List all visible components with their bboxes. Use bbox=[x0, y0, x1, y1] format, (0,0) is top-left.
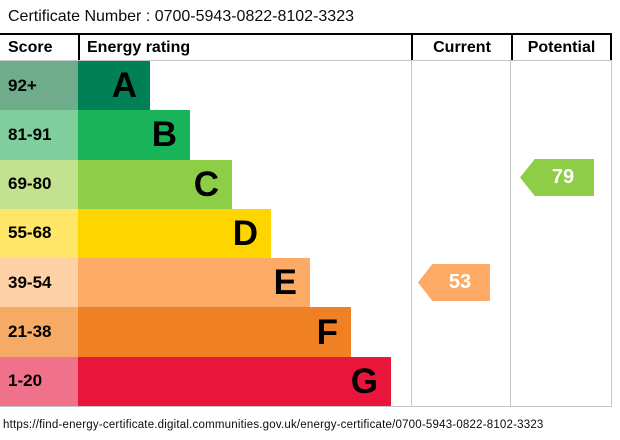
current-rating-arrow-icon: 53 bbox=[418, 264, 490, 301]
band-bar-g: G bbox=[78, 356, 391, 406]
score-range-c: 69-80 bbox=[0, 159, 78, 209]
band-row-e: 39-54 E bbox=[0, 258, 411, 308]
header-potential: Potential bbox=[511, 35, 612, 60]
potential-column bbox=[511, 61, 612, 406]
band-bar-d: D bbox=[78, 208, 271, 259]
certificate-url: https://find-energy-certificate.digital.… bbox=[3, 419, 544, 431]
band-row-a: 92+ A bbox=[0, 61, 411, 111]
score-range-e: 39-54 bbox=[0, 258, 78, 308]
rating-bands: 92+ A 81-91 B 69-80 C 55-68 D 39-54 E bbox=[0, 61, 411, 406]
band-bar-c: C bbox=[78, 159, 232, 209]
table-header-row: Score Energy rating Current Potential bbox=[0, 33, 612, 61]
header-energy-rating: Energy rating bbox=[78, 35, 411, 60]
band-bar-a: A bbox=[78, 61, 150, 111]
band-bar-e: E bbox=[78, 258, 310, 308]
band-bar-f: F bbox=[78, 307, 351, 357]
certificate-number: Certificate Number : 0700-5943-0822-8102… bbox=[8, 8, 354, 25]
score-range-b: 81-91 bbox=[0, 110, 78, 160]
band-row-b: 81-91 B bbox=[0, 110, 411, 160]
score-range-a: 92+ bbox=[0, 61, 78, 111]
current-column bbox=[411, 61, 511, 406]
score-range-f: 21-38 bbox=[0, 307, 78, 357]
rating-chart: 92+ A 81-91 B 69-80 C 55-68 D 39-54 E bbox=[0, 61, 612, 407]
score-range-g: 1-20 bbox=[0, 356, 78, 406]
band-row-g: 1-20 G bbox=[0, 356, 411, 406]
band-bar-b: B bbox=[78, 110, 190, 160]
band-row-c: 69-80 C bbox=[0, 159, 411, 209]
potential-rating-arrow-icon: 79 bbox=[520, 159, 594, 196]
band-row-f: 21-38 F bbox=[0, 307, 411, 357]
band-row-d: 55-68 D bbox=[0, 208, 411, 259]
energy-rating-table: Score Energy rating Current Potential 92… bbox=[0, 33, 612, 407]
score-range-d: 55-68 bbox=[0, 208, 78, 259]
header-score: Score bbox=[8, 39, 53, 56]
header-current: Current bbox=[411, 35, 511, 60]
